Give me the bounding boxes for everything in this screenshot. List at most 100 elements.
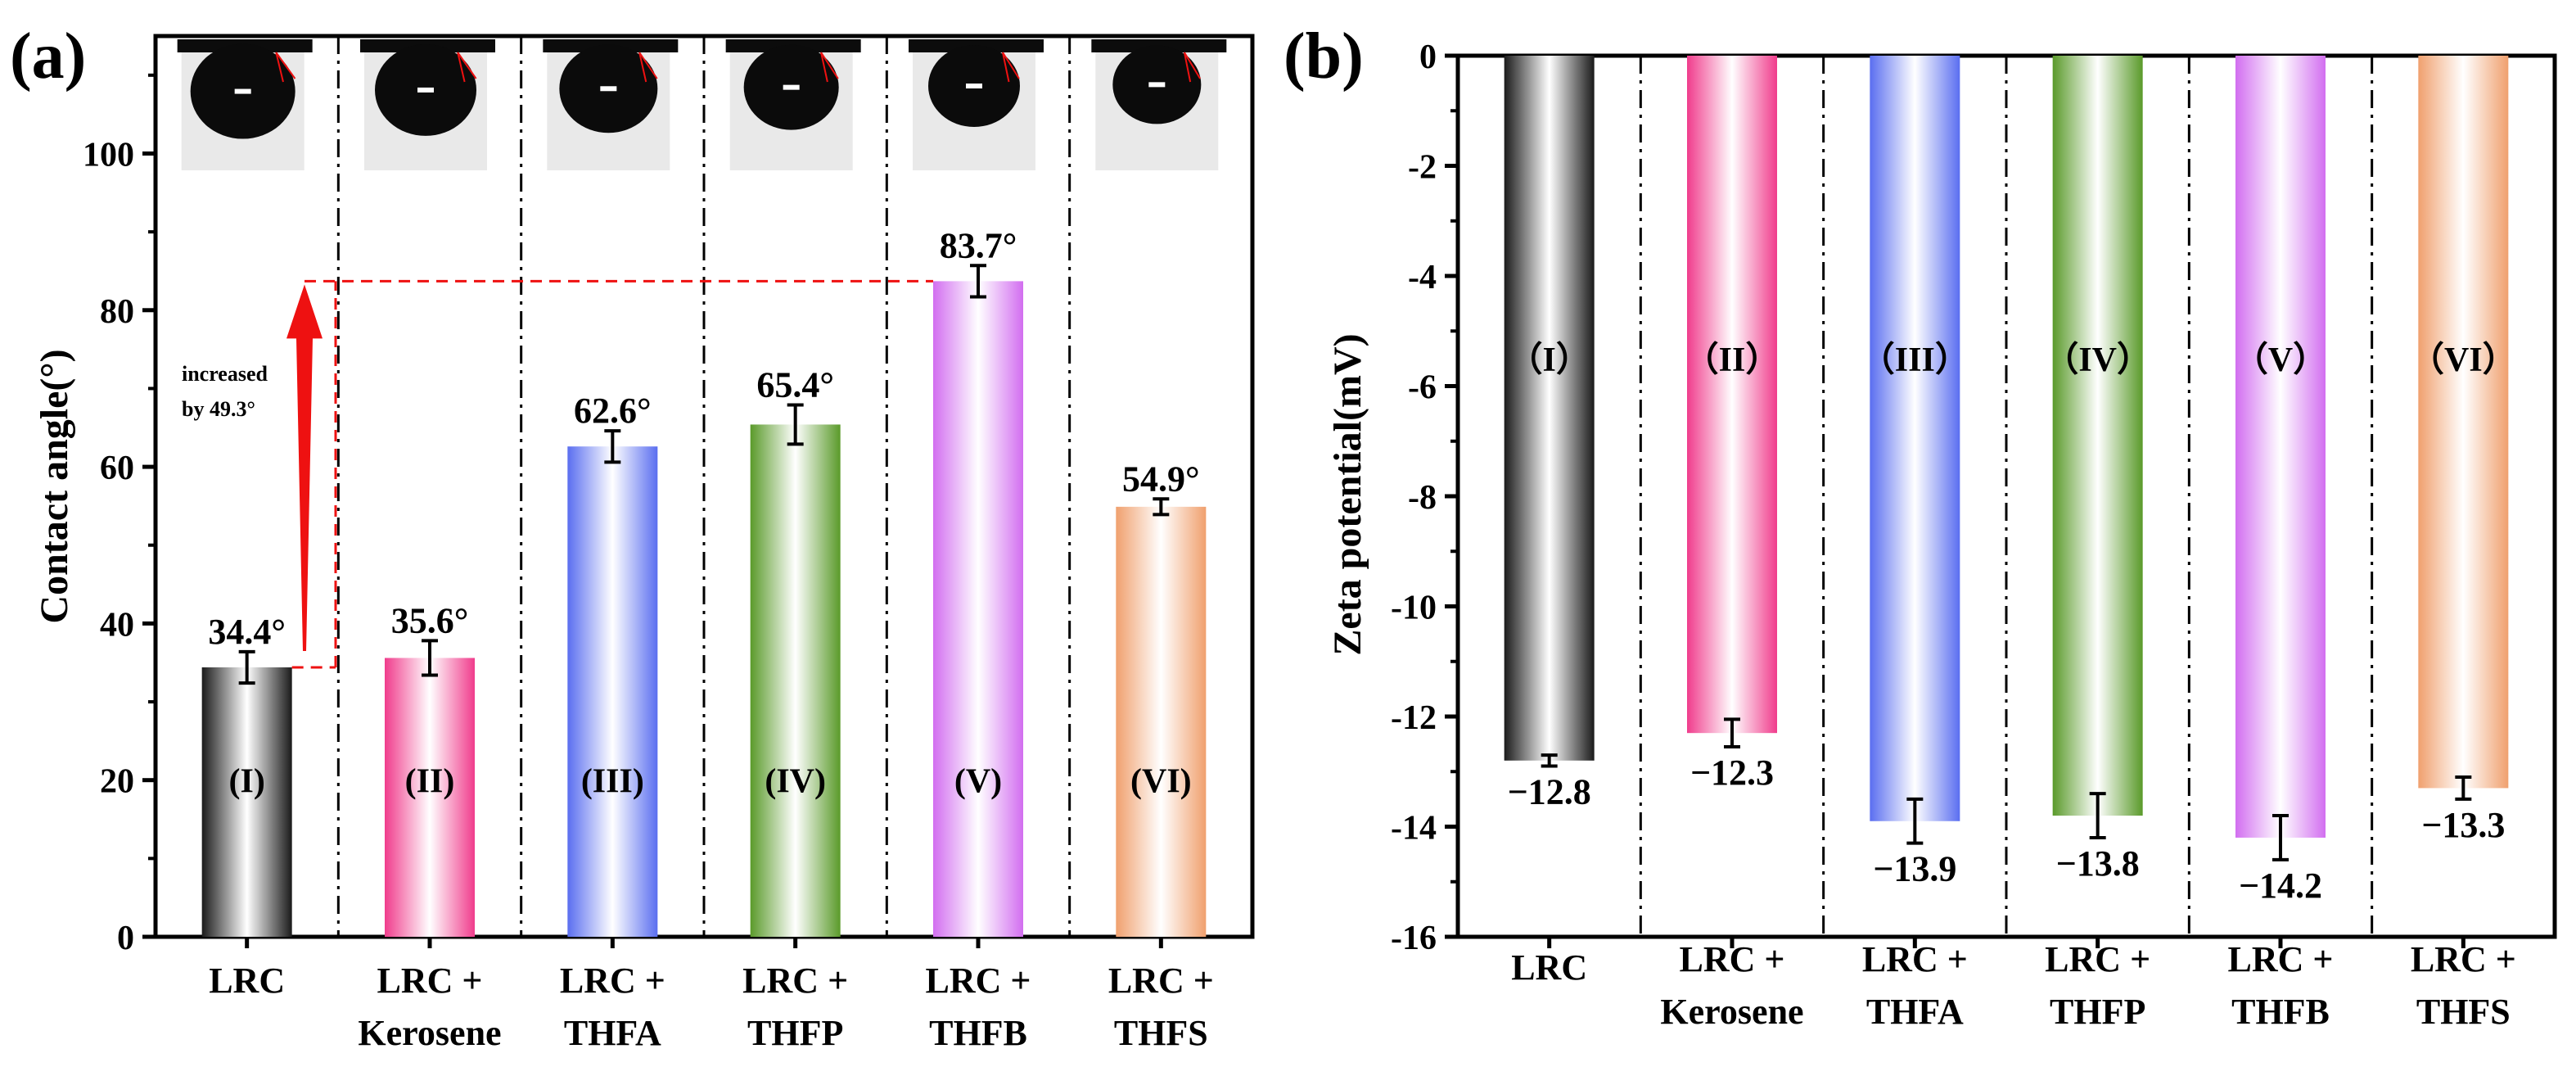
x-tick-label: LRC +: [560, 961, 665, 1001]
bar-roman-label: (II): [405, 763, 455, 801]
x-tick-label: THFS: [2416, 992, 2511, 1032]
bar: [2052, 56, 2143, 816]
y-tick-label: -4: [1408, 259, 1437, 296]
panel-a-contact-angle-chart: (a) 34.4° (I) 35.6° (II) 62.6° (III) 65.4° (IV)…: [10, 20, 1255, 1053]
y-tick-label: -2: [1408, 149, 1437, 187]
bar-roman-label: (IV): [765, 763, 826, 801]
x-tick-label: THFA: [564, 1013, 661, 1053]
x-tick-label: THFB: [929, 1013, 1027, 1053]
bar-roman-label: (III): [581, 763, 644, 801]
x-tick-label: LRC +: [377, 961, 483, 1001]
tangent-line: [457, 52, 477, 79]
panel-a-label: (a): [10, 20, 86, 93]
droplet-image: [725, 39, 861, 170]
x-tick-label: LRC +: [742, 961, 848, 1001]
bar-group: −12.3 （II）: [1685, 56, 1780, 793]
bar-roman-label: （V）: [2234, 341, 2327, 379]
tangent-line: [1002, 52, 1010, 83]
bar-group: 65.4° (IV): [750, 365, 841, 937]
droplet-highlight: [600, 86, 617, 92]
x-tick-label: LRC +: [2411, 939, 2516, 979]
annotation-text-line1: increased: [182, 362, 268, 386]
tangent-line: [275, 52, 296, 79]
bar-group: −13.9 （III）: [1861, 56, 1969, 889]
value-label: 34.4°: [208, 612, 286, 652]
panel-b-y-axis: 0 -2 -4 -6 -8 -10 -12 -14 -16: [1391, 38, 1458, 957]
bar: [933, 281, 1023, 937]
bar-group: 35.6° (II): [385, 600, 475, 937]
tangent-line: [638, 52, 658, 79]
droplet-image: [177, 39, 313, 170]
value-label: −13.9: [1873, 849, 1956, 889]
tangent-line: [820, 52, 839, 79]
x-tick-label: LRC +: [2045, 939, 2150, 979]
bar-group: −12.8 （I）: [1504, 56, 1595, 812]
bar-group: 83.7° (V): [933, 225, 1023, 937]
value-label: −13.3: [2421, 805, 2505, 845]
tangent-line: [275, 52, 284, 83]
bar: [1870, 56, 1960, 821]
x-tick-label: THFS: [1114, 1013, 1208, 1053]
bar-roman-label: （IV）: [2044, 341, 2151, 379]
value-label: −12.3: [1690, 753, 1774, 793]
droplet-highlight: [966, 84, 982, 88]
y-tick-label: -6: [1408, 369, 1437, 407]
x-tick-label: LRC +: [1862, 939, 1968, 979]
tangent-line: [1184, 52, 1201, 79]
tangent-line: [457, 52, 466, 83]
tangent-line: [1183, 52, 1192, 83]
x-tick-label: LRC +: [2228, 939, 2334, 979]
y-tick-label: 60: [100, 450, 134, 487]
bar-roman-label: （VI）: [2410, 341, 2517, 379]
panel-b-bars: −12.8 （I） −12.3 （II） −13.9 （III） −13.8 （IV） −14.…: [1504, 56, 2517, 906]
x-tick-label: LRC: [1511, 947, 1587, 988]
bar-roman-label: （III）: [1861, 341, 1969, 379]
bar-group: −13.8 （IV）: [2044, 56, 2151, 884]
panel-a-group-separators: [336, 36, 1071, 937]
bar: [1687, 56, 1777, 734]
panel-b-label: (b): [1283, 20, 1364, 93]
bar-roman-label: （I）: [1508, 341, 1590, 379]
bar-group: −13.3 （VI）: [2410, 56, 2517, 845]
droplet-image: [1091, 39, 1227, 170]
bar: [201, 667, 292, 937]
bar-roman-label: (VI): [1130, 763, 1192, 801]
y-tick-label: -10: [1391, 590, 1437, 627]
bar: [1116, 506, 1207, 937]
value-label: 62.6°: [574, 391, 652, 431]
bar: [2235, 56, 2326, 838]
tangent-line: [820, 52, 828, 83]
droplet-highlight: [417, 87, 434, 93]
increase-annotation: increased by 49.3°: [182, 279, 933, 669]
bar: [1504, 56, 1595, 761]
bar-group: 34.4° (I): [201, 612, 292, 937]
x-tick-label: THFP: [2050, 992, 2145, 1032]
bar-group: 54.9° (VI): [1116, 459, 1207, 937]
y-tick-label: 0: [117, 920, 134, 957]
droplet-highlight: [783, 84, 800, 90]
panel-b-y-axis-title: Zeta potential(mV): [1326, 333, 1369, 655]
value-label: 83.7°: [940, 225, 1017, 265]
droplet-highlight: [234, 88, 251, 94]
panel-a-y-axis: 0 20 40 60 80 100: [83, 73, 156, 957]
panel-a-x-axis: LRC LRC + Kerosene LRC + THFA LRC + THFP LRC + T…: [209, 937, 1214, 1053]
x-tick-label: LRC +: [1108, 961, 1214, 1001]
x-tick-label: LRC: [209, 961, 285, 1001]
tangent-line: [638, 52, 647, 83]
value-label: 35.6°: [391, 600, 469, 640]
bar-roman-label: （II）: [1685, 341, 1780, 379]
droplet-image: [909, 39, 1044, 170]
annotation-text-line2: by 49.3°: [182, 397, 255, 421]
increase-arrow: [286, 284, 323, 651]
x-tick-label: THFP: [747, 1013, 843, 1053]
droplet-image: [360, 39, 495, 170]
droplet-image: [543, 39, 679, 170]
y-tick-label: -8: [1408, 479, 1437, 517]
x-tick-label: Kerosene: [358, 1013, 501, 1053]
value-label: −14.2: [2239, 866, 2322, 906]
panel-a-y-axis-title: Contact angle(°): [33, 349, 76, 623]
value-label: −12.8: [1508, 772, 1591, 812]
panel-b-group-separators: [1639, 56, 2374, 937]
bar: [567, 446, 658, 937]
